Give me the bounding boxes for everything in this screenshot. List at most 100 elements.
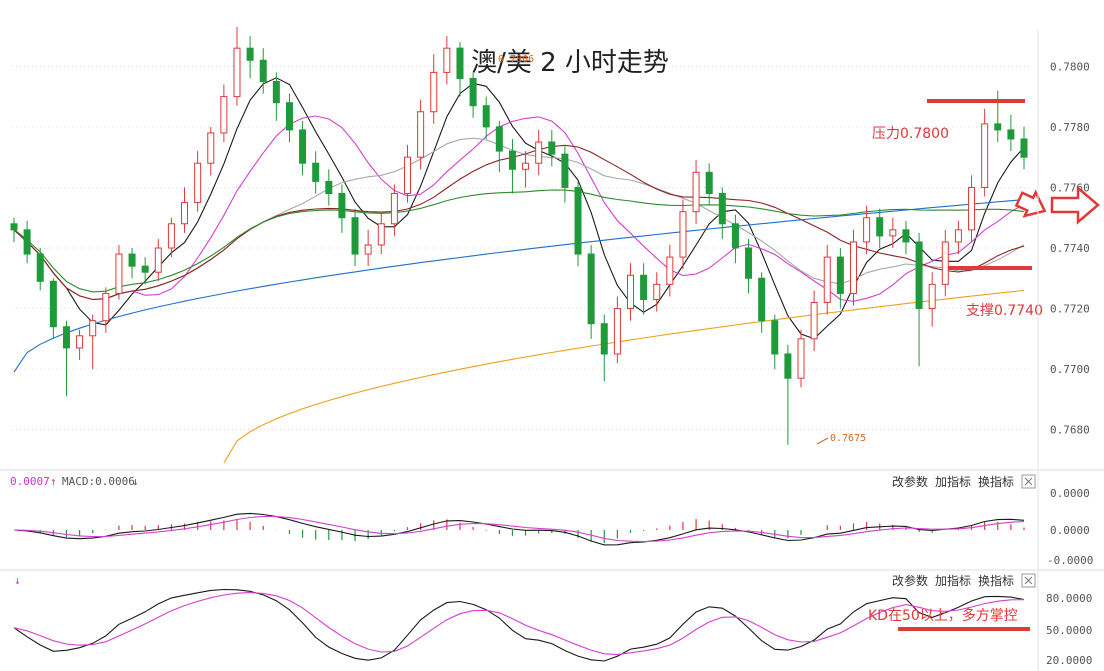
candle: [928, 272, 936, 327]
candle: [574, 181, 582, 267]
ma-line: [13, 137, 1025, 301]
kd-k-line: [13, 588, 1025, 662]
candle: [522, 151, 530, 188]
candle: [771, 314, 779, 370]
ma-line: [13, 77, 1025, 340]
arrow-right-icon: [1050, 185, 1100, 225]
candle: [36, 248, 44, 291]
candle: [758, 272, 766, 333]
candle: [10, 217, 18, 242]
support-label: 支撑0.7740: [966, 303, 1043, 319]
candle: [1007, 114, 1015, 152]
up-arrow-icon: ↑: [50, 475, 57, 488]
kd-close-button[interactable]: [1021, 573, 1036, 588]
candle: [679, 199, 687, 270]
candle: [508, 139, 516, 194]
close-icon: [1024, 576, 1033, 585]
candle: [351, 208, 359, 267]
candle: [220, 84, 228, 143]
y-tick-label: 0.7700: [1050, 363, 1090, 376]
kd-tick-2: 20.0000: [1046, 654, 1092, 667]
candle: [1020, 126, 1028, 170]
macd-panel: 0.0007 ↑ MACD:0.0006 ↓ 改参数 加指标 换指标 0.000…: [10, 474, 1093, 567]
macd-tick-2: -0.0000: [1047, 554, 1093, 567]
arrow-down-right-icon: [1014, 189, 1047, 218]
candle: [194, 151, 202, 212]
close-icon: [1024, 477, 1033, 486]
macd-series: [13, 512, 1025, 546]
candle: [666, 244, 674, 297]
macd-close-button[interactable]: [1021, 474, 1036, 489]
macd-add-indicator-button[interactable]: 加指标: [935, 474, 971, 489]
ma-line: [13, 189, 1025, 293]
candle: [128, 248, 136, 279]
candle: [640, 263, 648, 315]
peak-label: 0.7806: [498, 54, 534, 65]
kd-change-params-button[interactable]: 改参数: [892, 573, 928, 588]
macd-tick-0: 0.0000: [1050, 487, 1090, 500]
candle: [76, 329, 84, 361]
kd-tick-1: 50.0000: [1046, 624, 1092, 637]
candle: [718, 187, 726, 239]
candle: [823, 244, 831, 315]
ma-line: [13, 144, 1025, 301]
candle: [417, 99, 425, 170]
kd-panel: ↓ 改参数 加指标 换指标 KD在50以上，多方掌控 80.0000 50.00…: [13, 573, 1092, 667]
chart-title: 澳/美 2 小时走势: [471, 48, 669, 78]
kd-down-arrow-icon: ↓: [14, 574, 21, 587]
candle: [443, 36, 451, 85]
candle: [784, 344, 792, 445]
candle: [810, 290, 818, 351]
candle: [915, 232, 923, 367]
candle: [469, 72, 477, 118]
candle: [836, 248, 844, 309]
y-tick-label: 0.7680: [1050, 424, 1090, 437]
candle: [535, 129, 543, 176]
candle: [981, 108, 989, 197]
candle: [587, 244, 595, 339]
macd-switch-indicator-button[interactable]: 换指标: [978, 474, 1014, 489]
y-tick-label: 0.7780: [1050, 121, 1090, 134]
candle: [968, 175, 976, 242]
candle: [154, 238, 162, 282]
candle: [272, 72, 280, 121]
kd-add-indicator-button[interactable]: 加指标: [935, 573, 971, 588]
candle: [626, 263, 634, 321]
grid: [12, 65, 1032, 431]
candle: [338, 184, 346, 233]
candle: [259, 48, 267, 94]
y-tick-label: 0.7720: [1050, 303, 1090, 316]
candle: [364, 229, 372, 267]
ma-line: [13, 199, 1025, 373]
candle: [692, 160, 700, 224]
candle: [102, 287, 110, 333]
candle: [233, 26, 241, 106]
candle: [876, 208, 884, 248]
candle: [141, 257, 149, 285]
candle: [404, 145, 412, 203]
candle: [548, 129, 556, 167]
macd-dea-line: [13, 515, 1025, 543]
low-label: 0.7675: [830, 433, 866, 444]
macd-tick-1: 0.0000: [1050, 524, 1090, 537]
candle: [941, 229, 949, 297]
macd-header-label: MACD:0.0006: [62, 475, 135, 488]
macd-change-params-button[interactable]: 改参数: [892, 474, 928, 489]
candle: [325, 169, 333, 206]
moving-averages: [13, 77, 1025, 464]
candle: [954, 220, 962, 255]
y-tick-label: 0.7740: [1050, 242, 1090, 255]
candle: [246, 36, 254, 79]
candle: [495, 120, 503, 173]
candle: [285, 93, 293, 143]
candle: [23, 220, 31, 264]
candle: [863, 205, 871, 255]
ma-line: [223, 289, 1025, 464]
kd-switch-indicator-button[interactable]: 换指标: [978, 573, 1014, 588]
candle: [207, 126, 215, 176]
candle: [731, 214, 739, 264]
kd-tick-0: 80.0000: [1046, 592, 1092, 605]
candle: [889, 217, 897, 248]
candle: [613, 296, 621, 364]
